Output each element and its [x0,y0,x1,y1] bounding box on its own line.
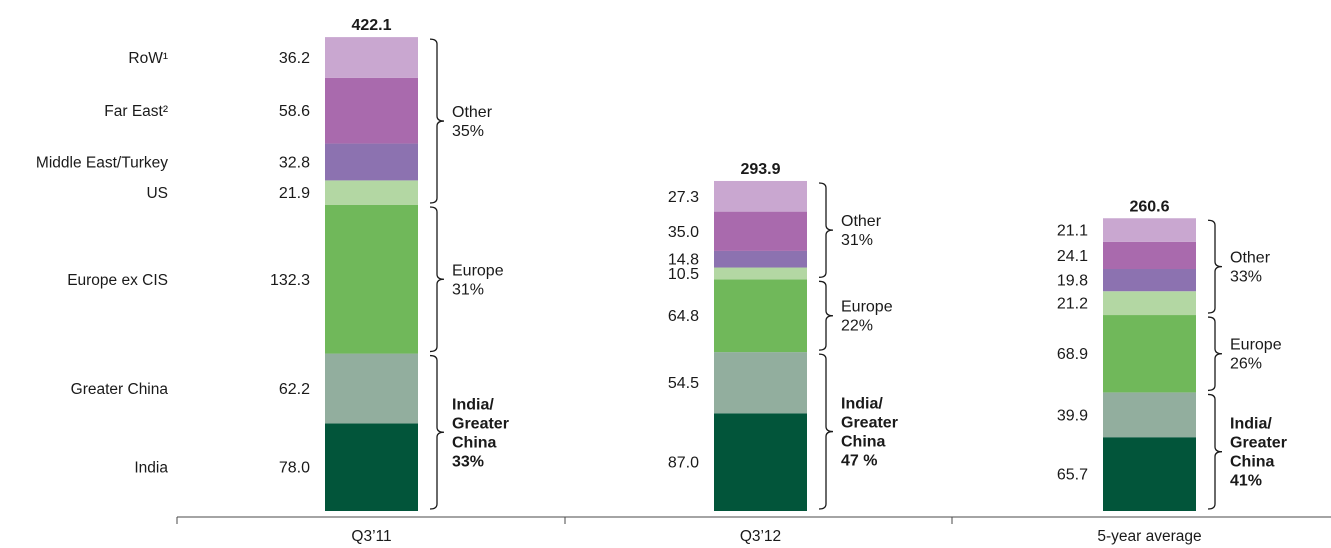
series-label: Middle East/Turkey [36,154,168,171]
value-label: 87.0 [668,455,699,472]
value-label: 24.1 [1057,248,1088,265]
value-label: 32.8 [279,154,310,171]
group-label-europe: 22% [841,318,873,335]
bar-segment [714,267,807,280]
group-braces-layer: India/Greater China 33% Europe 31% Other 35% In… [429,38,1287,510]
group-label-other: Other [1230,250,1271,267]
bar-segment [325,204,418,354]
group-label-europe: 31% [452,281,484,298]
bar-segment [714,413,807,511]
group-brace [818,353,834,510]
bar-segment [325,77,418,144]
group-label-other: 35% [452,123,484,140]
bar-segment [1103,392,1196,438]
group-label-india_china: India/ [841,396,883,413]
bar-segment [325,37,418,78]
group-label-india_china: 47 % [841,453,877,470]
bar-segment [714,211,807,251]
bar-segment [325,353,418,424]
bar-segment [1103,291,1196,316]
bar-segment [325,143,418,181]
group-label-europe: Europe [452,262,504,279]
bar-segment [714,279,807,353]
group-label-india_china: Greater [452,415,509,432]
x-tick-label: Q3’11 [351,528,391,545]
bar-segment [1103,437,1196,511]
group-label-europe: Europe [1230,337,1282,354]
group-label-other: 31% [841,232,873,249]
x-axis [176,516,1331,524]
value-label: 68.9 [1057,346,1088,363]
x-tick-label: Q3’12 [740,528,781,545]
value-label: 62.2 [279,381,310,398]
series-label: India [134,460,168,477]
series-label: Greater China [71,381,169,398]
bar-segment [714,352,807,414]
value-label: 64.8 [668,308,699,325]
value-labels-layer: 78.0 62.2 132.3 21.9 32.8 58.6 36.2 87.0 54.5 64.… [270,50,1088,484]
group-label-india_china: Greater [841,415,898,432]
bar-segment [325,180,418,205]
group-brace [818,280,834,351]
value-label: 21.2 [1057,296,1088,313]
series-label: Europe ex CIS [67,272,168,289]
x-tick-labels-layer: Q3’11 Q3’12 5-year average [351,528,1201,545]
bar-segment [714,250,807,268]
total-label: 293.9 [740,161,780,178]
group-label-other: Other [452,104,493,121]
group-label-other: 33% [1230,269,1262,286]
total-label: 260.6 [1129,198,1169,215]
value-label: 35.0 [668,224,699,241]
value-label: 27.3 [668,189,699,206]
group-label-india_china: China [841,434,886,451]
group-label-europe: 26% [1230,356,1262,373]
x-tick-label: 5-year average [1097,528,1201,545]
group-brace [1207,316,1223,392]
group-label-india_china: India/ [1230,416,1272,433]
group-label-india_china: 33% [452,453,484,470]
group-label-europe: Europe [841,299,893,316]
value-label: 21.1 [1057,223,1088,240]
bar-segment [325,423,418,511]
value-label: 10.5 [668,266,699,283]
value-label: 132.3 [270,272,310,289]
group-label-india_china: Greater [1230,435,1287,452]
value-label: 54.5 [668,375,699,392]
value-label: 36.2 [279,50,310,67]
bar-segment [1103,269,1196,292]
group-brace [429,38,445,204]
group-label-india_china: China [452,434,497,451]
bar-segment [1103,315,1196,393]
value-label: 21.9 [279,185,310,202]
series-labels-layer: India Greater China Europe ex CIS US Middle … [36,50,168,477]
group-brace [429,206,445,353]
series-label: RoW¹ [128,50,168,67]
bar-segment [714,180,807,212]
bars-layer [325,37,1196,511]
group-label-india_china: China [1230,454,1275,471]
value-label: 65.7 [1057,467,1088,484]
group-brace [818,182,834,278]
group-label-other: Other [841,213,882,230]
series-label: US [146,185,168,202]
series-label: Far East² [104,103,168,120]
group-brace [1207,219,1223,314]
group-label-india_china: 41% [1230,473,1262,490]
bar-segment [1103,218,1196,242]
value-label: 78.0 [279,460,310,477]
value-label: 19.8 [1057,273,1088,290]
total-labels-layer: 422.1 293.9 260.6 [351,17,1169,215]
value-label: 14.8 [668,252,699,269]
group-label-india_china: India/ [452,396,494,413]
group-brace [1207,393,1223,510]
total-label: 422.1 [351,17,391,34]
value-label: 39.9 [1057,407,1088,424]
group-brace [429,354,445,510]
value-label: 58.6 [279,103,310,120]
bar-segment [1103,241,1196,269]
